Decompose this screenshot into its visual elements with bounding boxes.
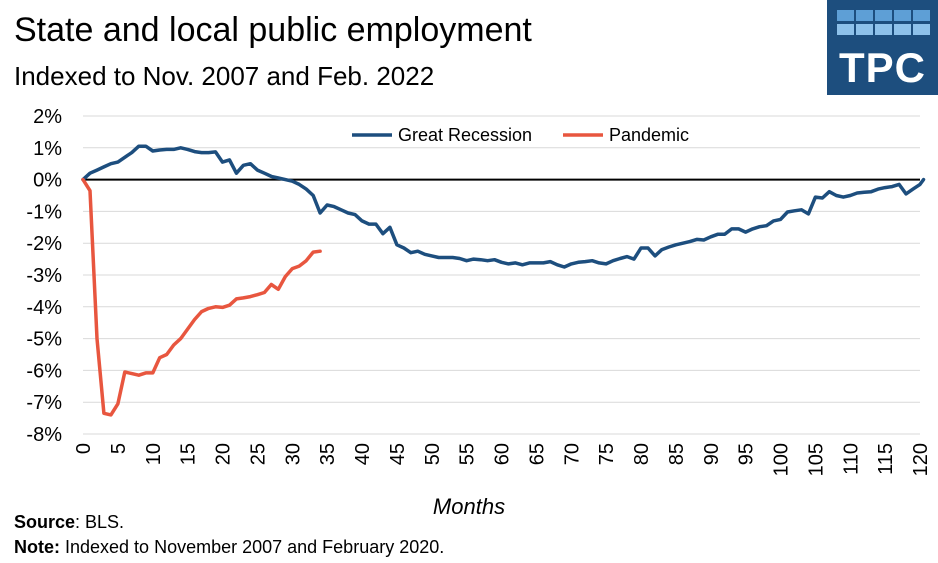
y-tick-label: 2%: [33, 106, 62, 128]
legend-label: Great Recession: [398, 125, 532, 145]
x-tick-label: 60: [492, 443, 514, 465]
x-tick-label: 65: [526, 443, 548, 465]
x-tick-label: 35: [317, 443, 339, 465]
logo-text: TPC: [839, 44, 926, 91]
x-axis-title: Months: [433, 494, 505, 519]
x-tick-label: 15: [178, 443, 200, 465]
chart-subtitle: Indexed to Nov. 2007 and Feb. 2022: [14, 61, 435, 91]
x-tick-label: 5: [108, 443, 130, 454]
y-tick-label: -8%: [26, 424, 62, 446]
note-text: Indexed to November 2007 and February 20…: [60, 537, 445, 557]
note-line: Note: Indexed to November 2007 and Febru…: [14, 537, 444, 557]
x-tick-label: 85: [666, 443, 688, 465]
x-tick-label: 25: [247, 443, 269, 465]
x-tick-label: 20: [213, 443, 235, 465]
y-tick-label: -2%: [26, 233, 62, 255]
y-tick-label: -6%: [26, 360, 62, 382]
series-line-great-recession: [81, 144, 926, 269]
y-tick-label: -4%: [26, 297, 62, 319]
x-tick-label: 50: [422, 443, 444, 465]
y-tick-label: 0%: [33, 170, 62, 192]
x-tick-label: 90: [701, 443, 723, 465]
x-tick-label: 95: [736, 443, 758, 465]
chart-title: State and local public employment: [14, 11, 532, 49]
x-tick-label: 100: [771, 443, 793, 476]
y-tick-label: -3%: [26, 265, 62, 287]
series-line-pandemic: [81, 177, 322, 417]
x-tick-label: 30: [282, 443, 304, 465]
x-tick-label: 40: [352, 443, 374, 465]
y-tick-label: -5%: [26, 329, 62, 351]
y-tick-label: -7%: [26, 392, 62, 414]
x-tick-label: 45: [387, 443, 409, 465]
source-line: Source: BLS.: [14, 512, 124, 532]
legend-label: Pandemic: [609, 125, 689, 145]
source-text: : BLS.: [75, 512, 125, 532]
x-tick-label: 115: [875, 443, 897, 475]
x-tick-label: 80: [631, 443, 653, 465]
x-tick-label: 0: [73, 443, 95, 454]
x-tick-label: 120: [910, 443, 932, 476]
y-tick-label: 1%: [33, 138, 62, 160]
x-tick-label: 110: [840, 443, 862, 475]
source-label: Source: [14, 512, 76, 532]
y-tick-label: -1%: [26, 201, 62, 223]
x-tick-label: 55: [457, 443, 479, 465]
x-tick-label: 105: [805, 443, 827, 476]
x-tick-label: 75: [596, 443, 618, 465]
x-tick-label: 70: [561, 443, 583, 465]
x-tick-label: 10: [143, 443, 165, 465]
tpc-logo: TPC: [827, 0, 938, 95]
note-label: Note:: [14, 537, 60, 557]
